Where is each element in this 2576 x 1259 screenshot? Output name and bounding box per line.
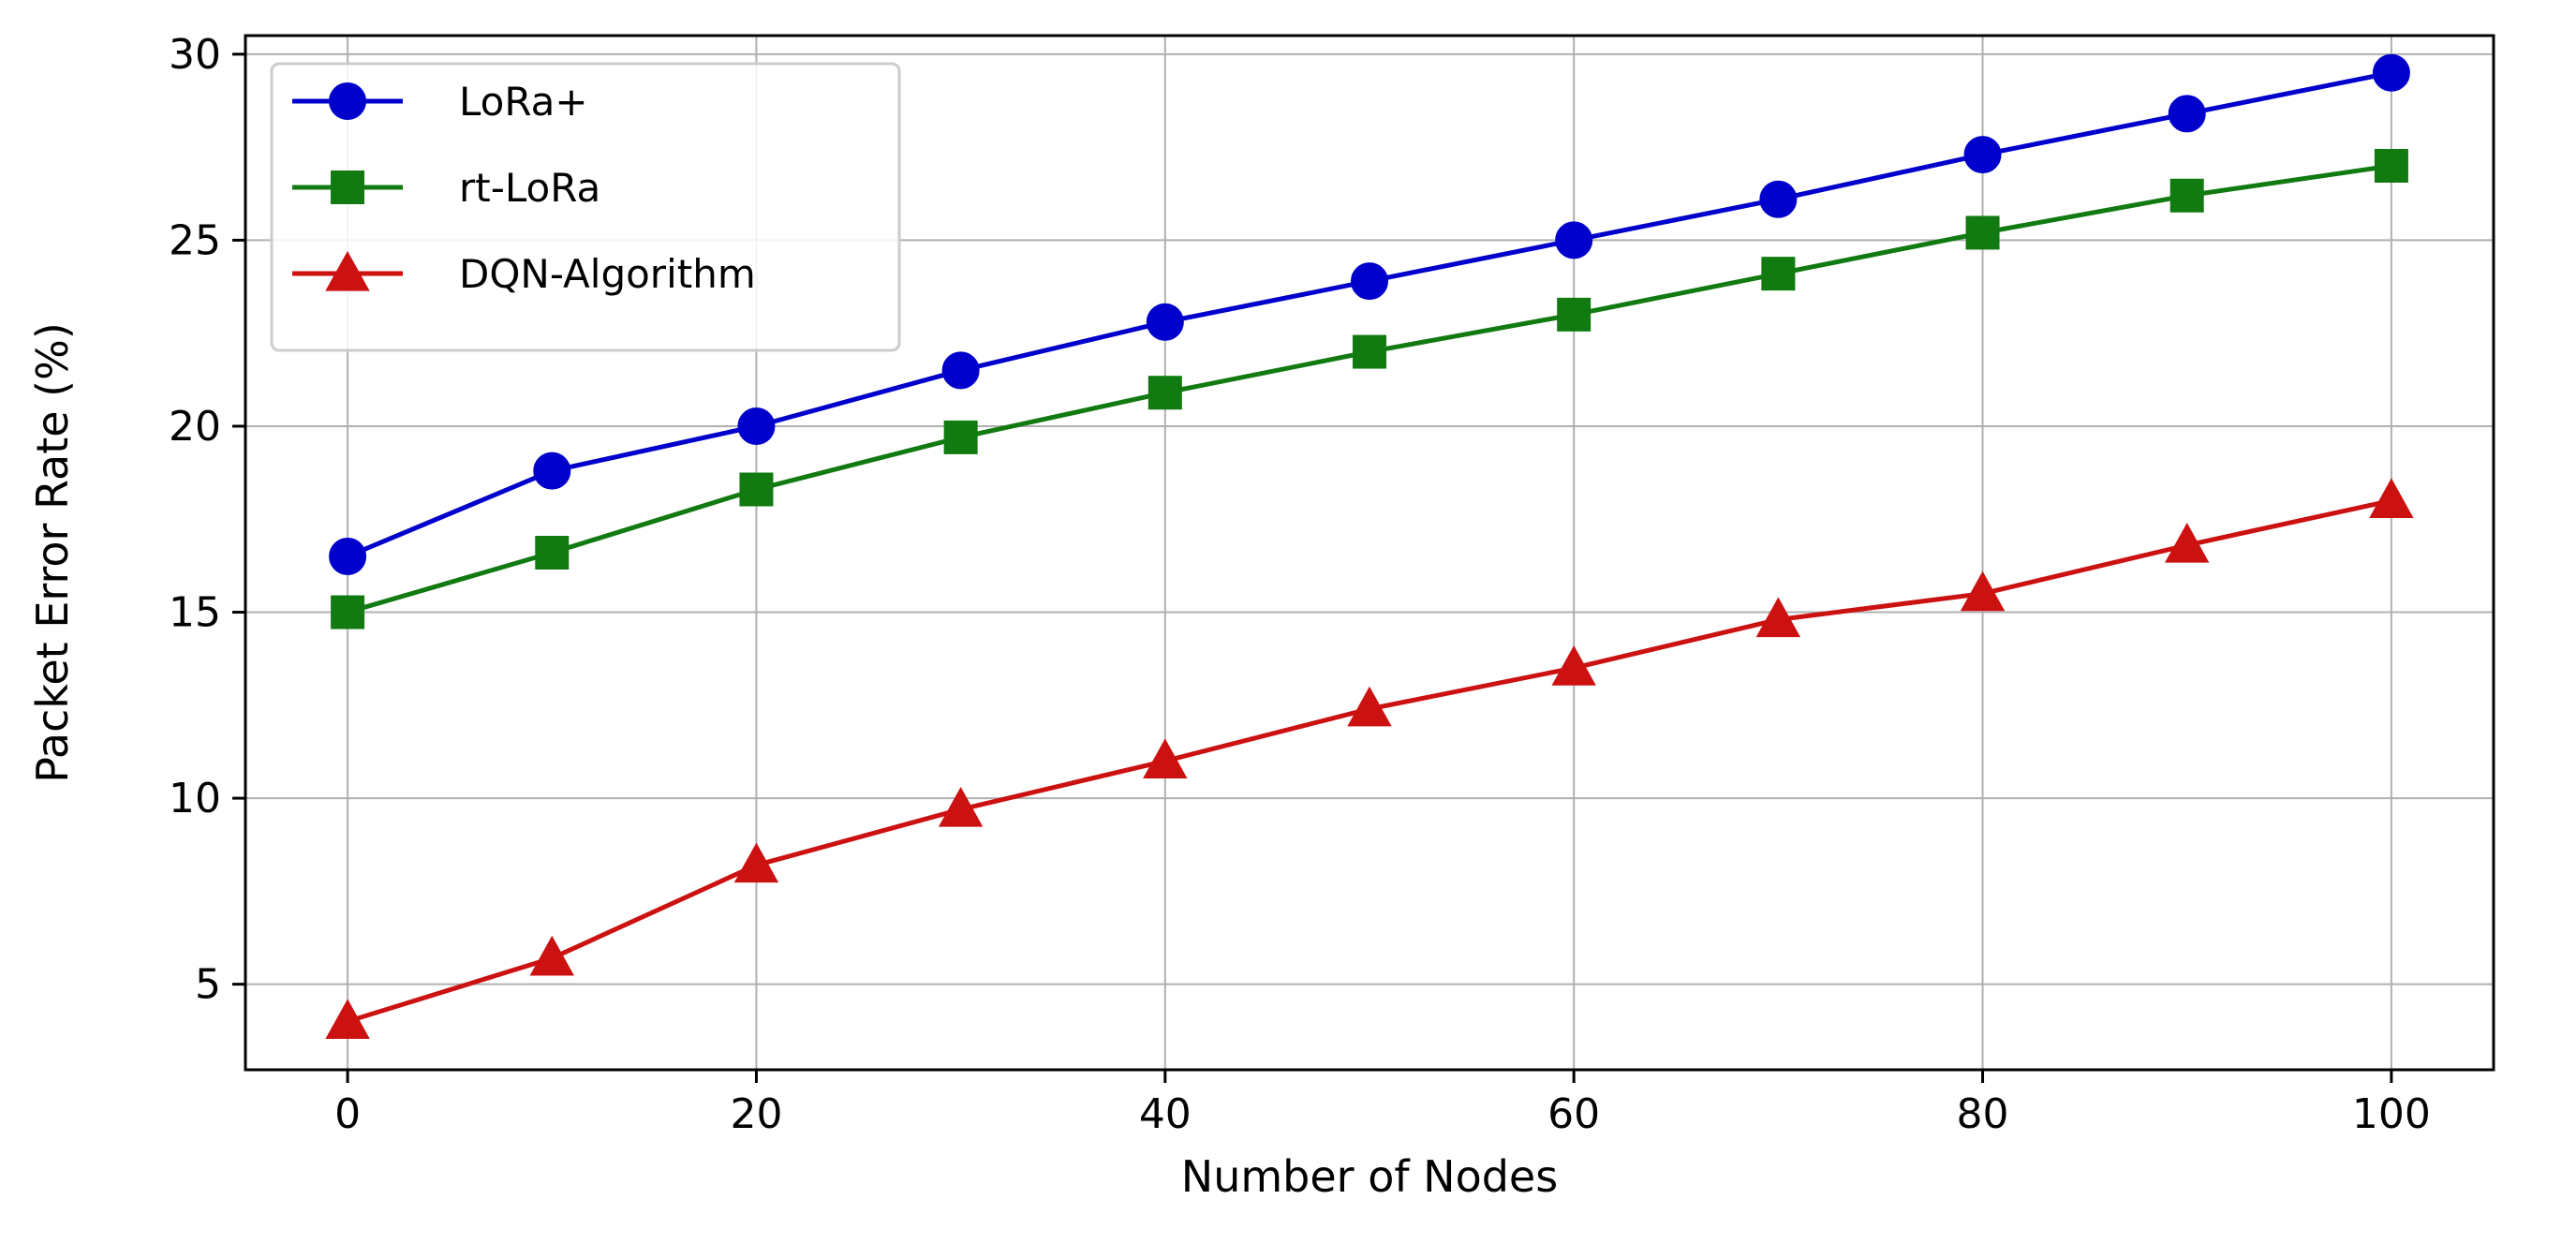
data-point <box>733 842 779 883</box>
data-point <box>2169 178 2204 213</box>
data-point <box>2168 95 2206 133</box>
data-point <box>2372 53 2410 92</box>
data-point <box>1963 136 2002 174</box>
data-point <box>325 999 370 1039</box>
data-point <box>1146 303 1184 341</box>
legend-marker <box>331 170 364 204</box>
y-tick-label: 5 <box>195 961 221 1009</box>
data-point <box>941 351 980 390</box>
data-point <box>329 537 367 575</box>
data-point <box>533 452 571 490</box>
series-line <box>347 497 2392 1024</box>
ticks: 0 20 40 60 80 100 5 10 15 20 25 30 <box>169 31 2431 1138</box>
data-point <box>737 407 776 445</box>
legend-label: DQN-Algorithm <box>459 251 756 297</box>
data-point <box>529 935 574 976</box>
series-layer <box>325 53 2414 1039</box>
data-point <box>1555 221 1593 259</box>
legend-label: LoRa+ <box>459 79 588 125</box>
y-tick-label: 25 <box>169 216 221 264</box>
data-point <box>2165 522 2210 563</box>
x-tick-label: 60 <box>1547 1090 1600 1138</box>
x-tick-label: 100 <box>2352 1090 2431 1138</box>
data-point <box>1960 570 2006 612</box>
data-point <box>1557 297 1591 332</box>
data-point <box>1351 262 1388 301</box>
x-tick-label: 80 <box>1957 1090 2009 1138</box>
x-tick-label: 0 <box>334 1090 361 1138</box>
legend-item: DQN-Algorithm <box>292 250 756 297</box>
data-point <box>1551 645 1596 686</box>
data-point <box>1347 686 1392 727</box>
data-point <box>331 595 365 630</box>
legend-item: LoRa+ <box>292 79 588 125</box>
data-point <box>1761 257 1796 291</box>
data-point <box>1755 597 1801 638</box>
data-point <box>943 420 978 454</box>
data-point <box>1143 738 1188 778</box>
data-point <box>1353 334 1386 369</box>
data-point <box>2374 148 2408 183</box>
legend-label: rt-LoRa <box>459 165 600 211</box>
y-tick-label: 10 <box>169 775 221 822</box>
series-rt-LoRa <box>331 148 2408 630</box>
data-point <box>2369 478 2414 519</box>
y-tick-label: 15 <box>169 589 221 637</box>
data-point <box>739 472 774 507</box>
y-tick-label: 20 <box>169 403 221 451</box>
legend: LoRa+ rt-LoRa DQN-Algorithm <box>270 62 901 352</box>
legend-marker <box>329 82 366 120</box>
y-axis-title: Packet Error Rate (%) <box>27 322 78 783</box>
data-point <box>1965 215 2000 250</box>
legend-box <box>270 62 901 352</box>
data-point <box>938 786 984 827</box>
data-point <box>535 536 570 570</box>
data-point <box>1759 180 1798 218</box>
y-tick-label: 30 <box>169 31 221 79</box>
legend-marker <box>325 250 370 291</box>
x-axis-title: Number of Nodes <box>1181 1151 1558 1202</box>
series-DQN-Algorithm <box>325 478 2414 1039</box>
data-point <box>1147 376 1182 410</box>
x-tick-label: 20 <box>730 1090 782 1138</box>
series-LoRa+ <box>329 53 2410 575</box>
legend-item: rt-LoRa <box>292 165 600 211</box>
x-tick-label: 40 <box>1139 1090 1192 1138</box>
plot-frame <box>244 34 2495 1072</box>
